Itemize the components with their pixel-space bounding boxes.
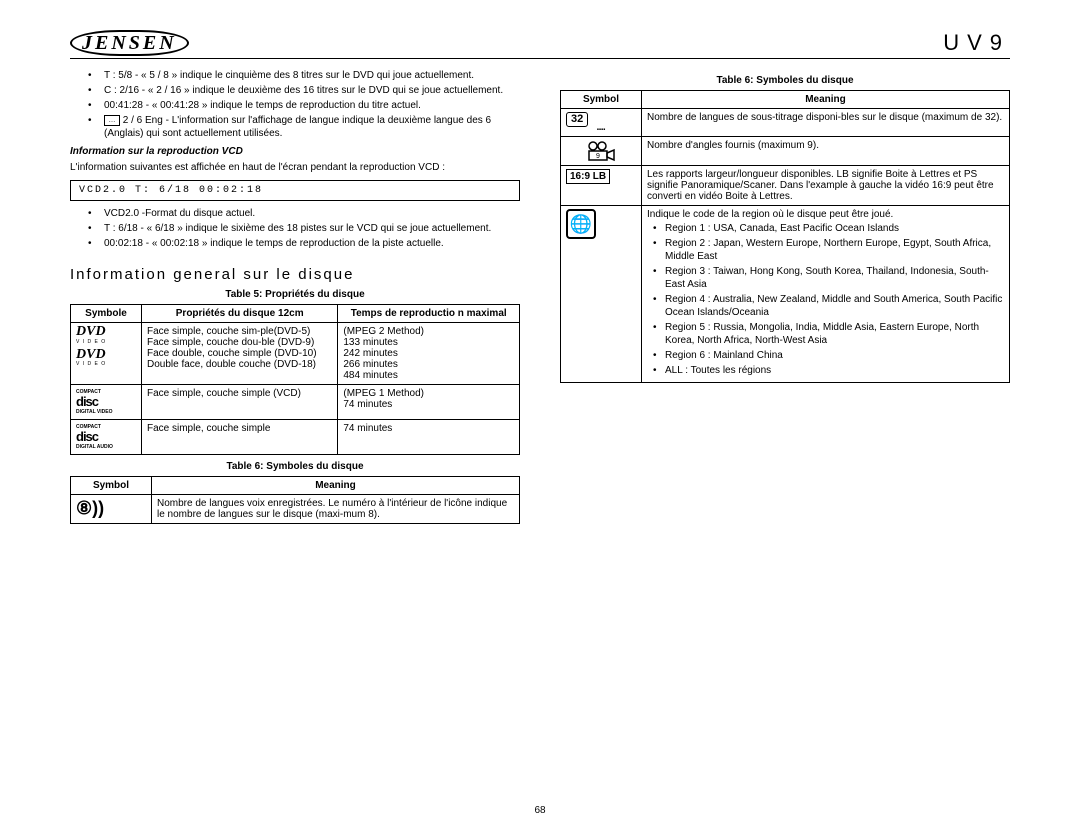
vcd-intro-text: L'information suivantes est affichée en … <box>70 161 520 174</box>
cell-meaning: Les rapports largeur/longueur disponible… <box>642 166 1010 206</box>
table-row: 16:9 LB Les rapports largeur/longueur di… <box>561 166 1010 206</box>
table-header: Propriétés du disque 12cm <box>142 305 338 323</box>
table-row: DVD V I D E O DVD V I D E O Face simple,… <box>71 323 520 385</box>
list-item: T : 5/8 - « 5 / 8 » indique le cinquième… <box>88 69 520 82</box>
list-item: Region 3 : Taiwan, Hong Kong, South Kore… <box>653 265 1004 291</box>
vcd-subheading: Information sur la reproduction VCD <box>70 146 520 157</box>
table-row: 32 ▪▪▪▪ Nombre de langues de sous-titrag… <box>561 109 1010 137</box>
vcd-info-list: VCD2.0 -Format du disque actuel. T : 6/1… <box>88 207 520 250</box>
table-header: Meaning <box>642 91 1010 109</box>
cell-time: 74 minutes <box>338 420 520 455</box>
list-item: VCD2.0 -Format du disque actuel. <box>88 207 520 220</box>
table6b-caption: Table 6: Symboles du disque <box>560 75 1010 86</box>
table-row: 🌐 Indique le code de la region où le dis… <box>561 206 1010 383</box>
page-header: JENSEN UV9 <box>70 30 1010 59</box>
table-row: COMPACT disc DIGITAL AUDIO Face simple, … <box>71 420 520 455</box>
dvd-video-icon: DVD <box>76 326 136 339</box>
list-item: … 2 / 6 Eng - L'information sur l'affich… <box>88 114 520 140</box>
cd-disc-icon: COMPACT disc DIGITAL AUDIO <box>76 423 113 450</box>
subtitle-count-icon: 32 <box>566 112 588 127</box>
table5-caption: Table 5: Propriétés du disque <box>70 289 520 300</box>
list-item: Region 2 : Japan, Western Europe, Northe… <box>653 237 1004 263</box>
dvd-info-list: T : 5/8 - « 5 / 8 » indique le cinquième… <box>88 69 520 140</box>
table-row: COMPACT disc DIGITAL VIDEO Face simple, … <box>71 385 520 420</box>
list-item: Region 4 : Australia, New Zealand, Middl… <box>653 293 1004 319</box>
table-header: Symbole <box>71 305 142 323</box>
table6a-caption: Table 6: Symboles du disque <box>70 461 520 472</box>
cell-properties: Face simple, couche simple <box>142 420 338 455</box>
cell-meaning: Nombre de langues voix enregistrées. Le … <box>152 495 520 524</box>
table-row: 9 Nombre d'angles fournis (maximum 9). <box>561 137 1010 166</box>
table5-disc-properties: Symbole Propriétés du disque 12cm Temps … <box>70 304 520 455</box>
section-title: Information general sur le disque <box>70 266 520 283</box>
table6b-disc-symbols: Symbol Meaning 32 ▪▪▪▪ Nombre de langues… <box>560 90 1010 383</box>
page-number: 68 <box>0 805 1080 816</box>
cell-time: (MPEG 1 Method) 74 minutes <box>338 385 520 420</box>
audio-lang-icon: ⑧)) <box>76 498 104 518</box>
region-globe-icon: 🌐 <box>566 209 596 239</box>
vcd-disc-icon: COMPACT disc DIGITAL VIDEO <box>76 388 112 415</box>
camera-angle-icon: 9 <box>586 140 616 162</box>
list-item: Region 5 : Russia, Mongolia, India, Midd… <box>653 321 1004 347</box>
cell-meaning: Nombre d'angles fournis (maximum 9). <box>642 137 1010 166</box>
table-header: Symbol <box>71 477 152 495</box>
right-column: Table 6: Symboles du disque Symbol Meani… <box>560 69 1010 524</box>
region-list: Region 1 : USA, Canada, East Pacific Oce… <box>653 222 1004 377</box>
cell-properties: Face simple, couche simple (VCD) <box>142 385 338 420</box>
list-item: ALL : Toutes les régions <box>653 364 1004 377</box>
list-item: 00:41:28 - « 00:41:28 » indique le temps… <box>88 99 520 112</box>
lang-rect-icon: … <box>104 115 120 126</box>
svg-text:9: 9 <box>596 153 600 160</box>
left-column: T : 5/8 - « 5 / 8 » indique le cinquième… <box>70 69 520 524</box>
dvd-video-icon: DVD <box>76 349 136 362</box>
cell-meaning: Indique le code de la region où le disqu… <box>642 206 1010 383</box>
aspect-ratio-icon: 16:9 LB <box>566 169 610 184</box>
list-item: C : 2/16 - « 2 / 16 » indique le deuxièm… <box>88 84 520 97</box>
cell-meaning: Nombre de langues de sous-titrage dispon… <box>642 109 1010 137</box>
list-item: 00:02:18 - « 00:02:18 » indique le temps… <box>88 237 520 250</box>
cell-time: (MPEG 2 Method) 133 minutes 242 minutes … <box>338 323 520 385</box>
cell-properties: Face simple, couche sim-ple(DVD-5) Face … <box>142 323 338 385</box>
model-label: UV9 <box>943 30 1010 56</box>
vcd-display-readout: VCD2.0 T: 6/18 00:02:18 <box>70 180 520 201</box>
list-item: Region 6 : Mainland China <box>653 349 1004 362</box>
table-header: Symbol <box>561 91 642 109</box>
list-item: Region 1 : USA, Canada, East Pacific Oce… <box>653 222 1004 235</box>
table-row: ⑧)) Nombre de langues voix enregistrées.… <box>71 495 520 524</box>
table-header: Meaning <box>152 477 520 495</box>
table6a-disc-symbols: Symbol Meaning ⑧)) Nombre de langues voi… <box>70 476 520 524</box>
list-item: T : 6/18 - « 6/18 » indique le sixième d… <box>88 222 520 235</box>
brand-logo: JENSEN <box>70 30 189 56</box>
table-header: Temps de reproductio n maximal <box>338 305 520 323</box>
